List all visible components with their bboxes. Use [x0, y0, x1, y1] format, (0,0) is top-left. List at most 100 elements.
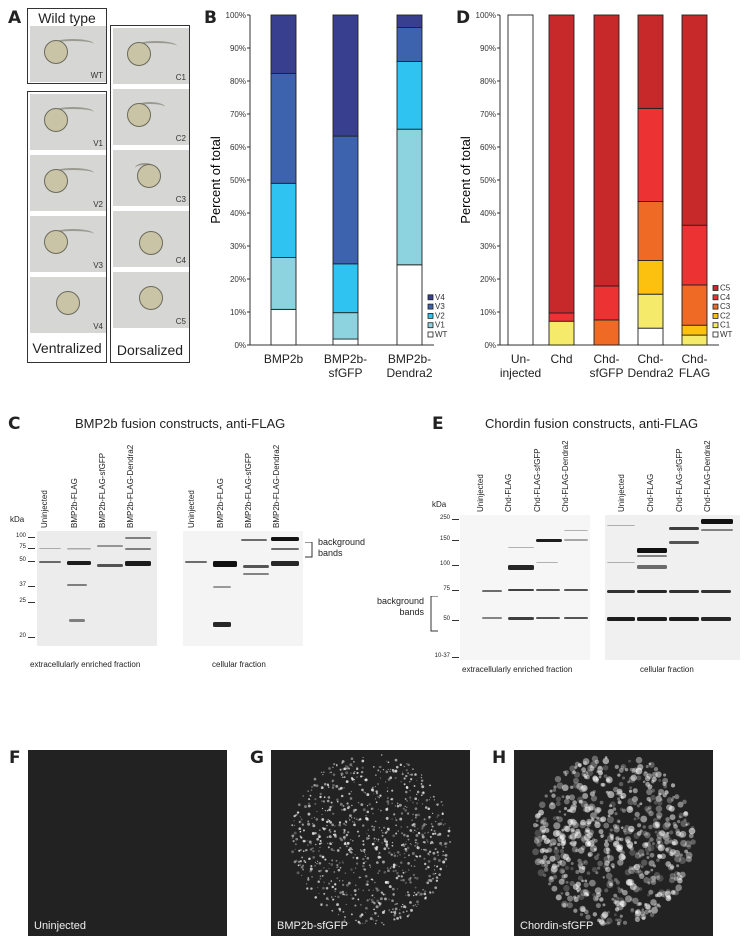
marker-tick	[452, 565, 459, 566]
protein-band	[482, 590, 502, 592]
bar-segment-wt	[396, 264, 423, 346]
background-bands-label: background	[376, 596, 424, 606]
lane-label: Chd-FLAG-sfGFP	[533, 448, 542, 512]
protein-band	[536, 562, 558, 563]
western-blot-c-extracellular	[37, 531, 157, 646]
marker-tick	[452, 590, 459, 591]
category-label-line1: BMP2b-	[323, 352, 368, 366]
caption-cellular-c: cellular fraction	[212, 660, 266, 669]
protein-band	[482, 617, 502, 619]
protein-band	[243, 573, 269, 575]
category-label-line2: Dendra2	[386, 366, 433, 380]
protein-band	[564, 617, 588, 619]
protein-band	[637, 590, 667, 593]
protein-band	[701, 617, 731, 621]
fluorescence-image-bmp2b-sfgfp: BMP2b-sfGFP	[271, 750, 470, 936]
category-label-line2: Dendra2	[627, 366, 674, 380]
protein-band	[125, 561, 151, 566]
panel-label-h: H	[492, 748, 507, 768]
y-tick-label: 30%	[480, 242, 496, 251]
y-tick-label: 80%	[230, 77, 246, 86]
marker-tick	[28, 637, 35, 638]
bar-segment-wt	[507, 14, 534, 346]
lane-label: Chd-FLAG-sfGFP	[675, 448, 684, 512]
legend-label-wt: WT	[435, 330, 448, 339]
lane-label: Chd-FLAG-Dendra2	[703, 440, 712, 512]
legend-swatch-v1	[427, 322, 434, 329]
bar-segment-v1	[396, 128, 423, 266]
bar-segment-c1	[548, 320, 575, 346]
y-tick-label: 60%	[480, 143, 496, 152]
marker-tick	[452, 519, 459, 520]
category-label-line1: Un-	[510, 352, 531, 366]
bar-segment-v2	[270, 182, 297, 259]
molecular-weight-marker: 75	[19, 544, 26, 550]
protein-band	[125, 537, 151, 539]
category-label-line1: Chd	[550, 352, 573, 366]
background-bands-label-2: bands	[318, 548, 343, 558]
western-blot-e-cellular	[605, 515, 740, 660]
molecular-weight-marker: 150	[439, 536, 450, 542]
kda-label: kDa	[10, 515, 25, 524]
protein-band	[669, 527, 699, 530]
protein-band	[243, 565, 269, 568]
y-tick-label: 90%	[480, 44, 496, 53]
embryo-image-v4: V4	[30, 277, 106, 333]
category-label: Chd- Dendra2	[616, 352, 686, 380]
category-label-line2: sfGFP	[328, 366, 363, 380]
bar-segment-c1	[637, 293, 664, 329]
bar-segment-c1	[681, 334, 708, 346]
lane-label: Uninjected	[187, 490, 196, 528]
marker-tick	[28, 561, 35, 562]
y-tick-label: 20%	[230, 275, 246, 284]
legend-swatch-v3	[427, 303, 434, 310]
y-tick-label: 70%	[480, 110, 496, 119]
marker-tick	[452, 540, 459, 541]
protein-band	[564, 539, 588, 541]
category-label: Chd	[527, 352, 597, 366]
category-label-line2: injected	[499, 366, 542, 380]
lane-label: Chd-FLAG	[504, 473, 513, 512]
protein-band	[69, 619, 85, 622]
category-label: Chd-sfGFP	[572, 352, 642, 380]
marker-tick	[28, 586, 35, 587]
image-label: Chordin-sfGFP	[520, 920, 594, 932]
protein-band	[564, 589, 588, 591]
y-tick-label: 70%	[230, 110, 246, 119]
panel-c-title: BMP2b fusion constructs, anti-FLAG	[75, 416, 286, 431]
legend-swatch-c3	[712, 303, 719, 310]
protein-band	[536, 617, 560, 619]
protein-band	[508, 589, 534, 591]
bar-segment-v4	[270, 14, 297, 74]
lane-label: BMP2b-FLAG-Dendra2	[272, 444, 281, 528]
protein-band	[701, 519, 733, 524]
bar-segment-v1	[332, 312, 359, 340]
bar-segment-c5	[637, 14, 664, 109]
fluorescence-image-chordin-sfgfp: Chordin-sfGFP	[514, 750, 713, 936]
dorsalized-title: Dorsalized	[116, 342, 184, 358]
bar-segment-v3	[396, 27, 423, 62]
protein-band	[607, 617, 635, 621]
protein-band	[67, 548, 91, 550]
legend-swatch-c4	[712, 294, 719, 301]
legend-label-c5: C5	[720, 284, 731, 293]
panel-label-f: F	[9, 748, 21, 768]
protein-band	[97, 545, 123, 547]
marker-tick	[452, 657, 459, 658]
bar-segment-c2	[637, 260, 664, 295]
background-bands-label-2: bands	[399, 607, 424, 617]
bar-segment-c4	[637, 107, 664, 202]
dorsalized-box: C1 C2 C3 C4 C5 Dorsalized	[110, 25, 190, 363]
protein-band	[213, 561, 237, 567]
molecular-weight-marker: 10-37	[434, 653, 450, 659]
category-label-line2: FLAG	[678, 366, 711, 380]
y-tick-label: 40%	[230, 209, 246, 218]
legend-swatch-c2	[712, 312, 719, 319]
lane-label: BMP2b-FLAG-sfGFP	[98, 452, 107, 528]
stacked-bar-chart-b: 0% 10% 20% 30% 40% 50% 60% 70% 80% 90% 100% Percent…	[208, 11, 448, 350]
wild-type-box: Wild type WT	[27, 8, 107, 84]
bar-segment-c2	[681, 324, 708, 336]
caption-cellular-e: cellular fraction	[640, 665, 694, 674]
embryo-image-v1: V1	[30, 94, 106, 150]
image-label: Uninjected	[34, 920, 86, 932]
